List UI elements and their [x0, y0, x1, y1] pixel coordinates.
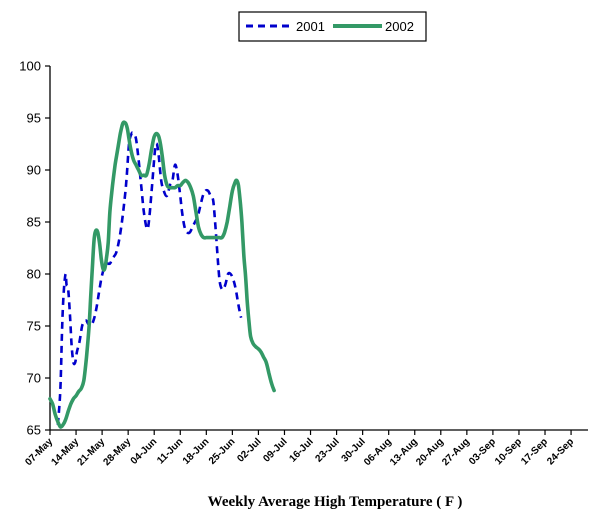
- y-tick-label: 65: [27, 423, 41, 438]
- x-tick-label: 23-Jul: [313, 436, 341, 464]
- y-tick-label: 100: [19, 59, 41, 74]
- y-tick-label: 90: [27, 163, 41, 178]
- x-tick-label: 03-Sep: [467, 436, 498, 467]
- y-tick-label: 70: [27, 371, 41, 386]
- x-tick-label: 25-Jun: [207, 436, 238, 467]
- legend-label-2001: 2001: [296, 19, 325, 34]
- x-tick-label: 04-Jun: [129, 436, 160, 467]
- x-tick-label: 14-May: [49, 436, 81, 468]
- x-tick-label: 21-May: [75, 436, 107, 468]
- x-axis-label: Weekly Average High Temperature ( F ): [208, 494, 463, 510]
- x-tick-label: 10-Sep: [493, 436, 524, 467]
- y-tick-label: 75: [27, 319, 41, 334]
- x-tick-label: 02-Jul: [235, 436, 263, 464]
- y-tick-label: 80: [27, 267, 41, 282]
- x-tick-label: 20-Aug: [414, 436, 446, 468]
- y-tick-label: 85: [27, 215, 41, 230]
- legend-label-2002: 2002: [385, 19, 414, 34]
- x-tick-label: 07-May: [23, 436, 55, 468]
- series-layer: [48, 120, 276, 429]
- x-tick-label: 17-Sep: [519, 436, 550, 467]
- x-tick-label: 16-Jul: [287, 436, 315, 464]
- x-tick-label: 09-Jul: [261, 436, 289, 464]
- series-line-2001: [56, 131, 243, 425]
- x-tick-label: 11-Jun: [155, 436, 185, 466]
- x-tick-label: 24-Sep: [545, 436, 576, 467]
- x-tick-label: 13-Aug: [388, 436, 420, 468]
- x-tick-label: 18-Jun: [181, 436, 212, 467]
- y-tick-label: 95: [27, 111, 41, 126]
- x-tick-label: 28-May: [102, 436, 134, 468]
- x-tick-label: 27-Aug: [440, 436, 472, 468]
- series-line-2002: [48, 120, 276, 429]
- x-tick-label: 06-Aug: [362, 436, 394, 468]
- legend: 2001 2002: [238, 11, 427, 42]
